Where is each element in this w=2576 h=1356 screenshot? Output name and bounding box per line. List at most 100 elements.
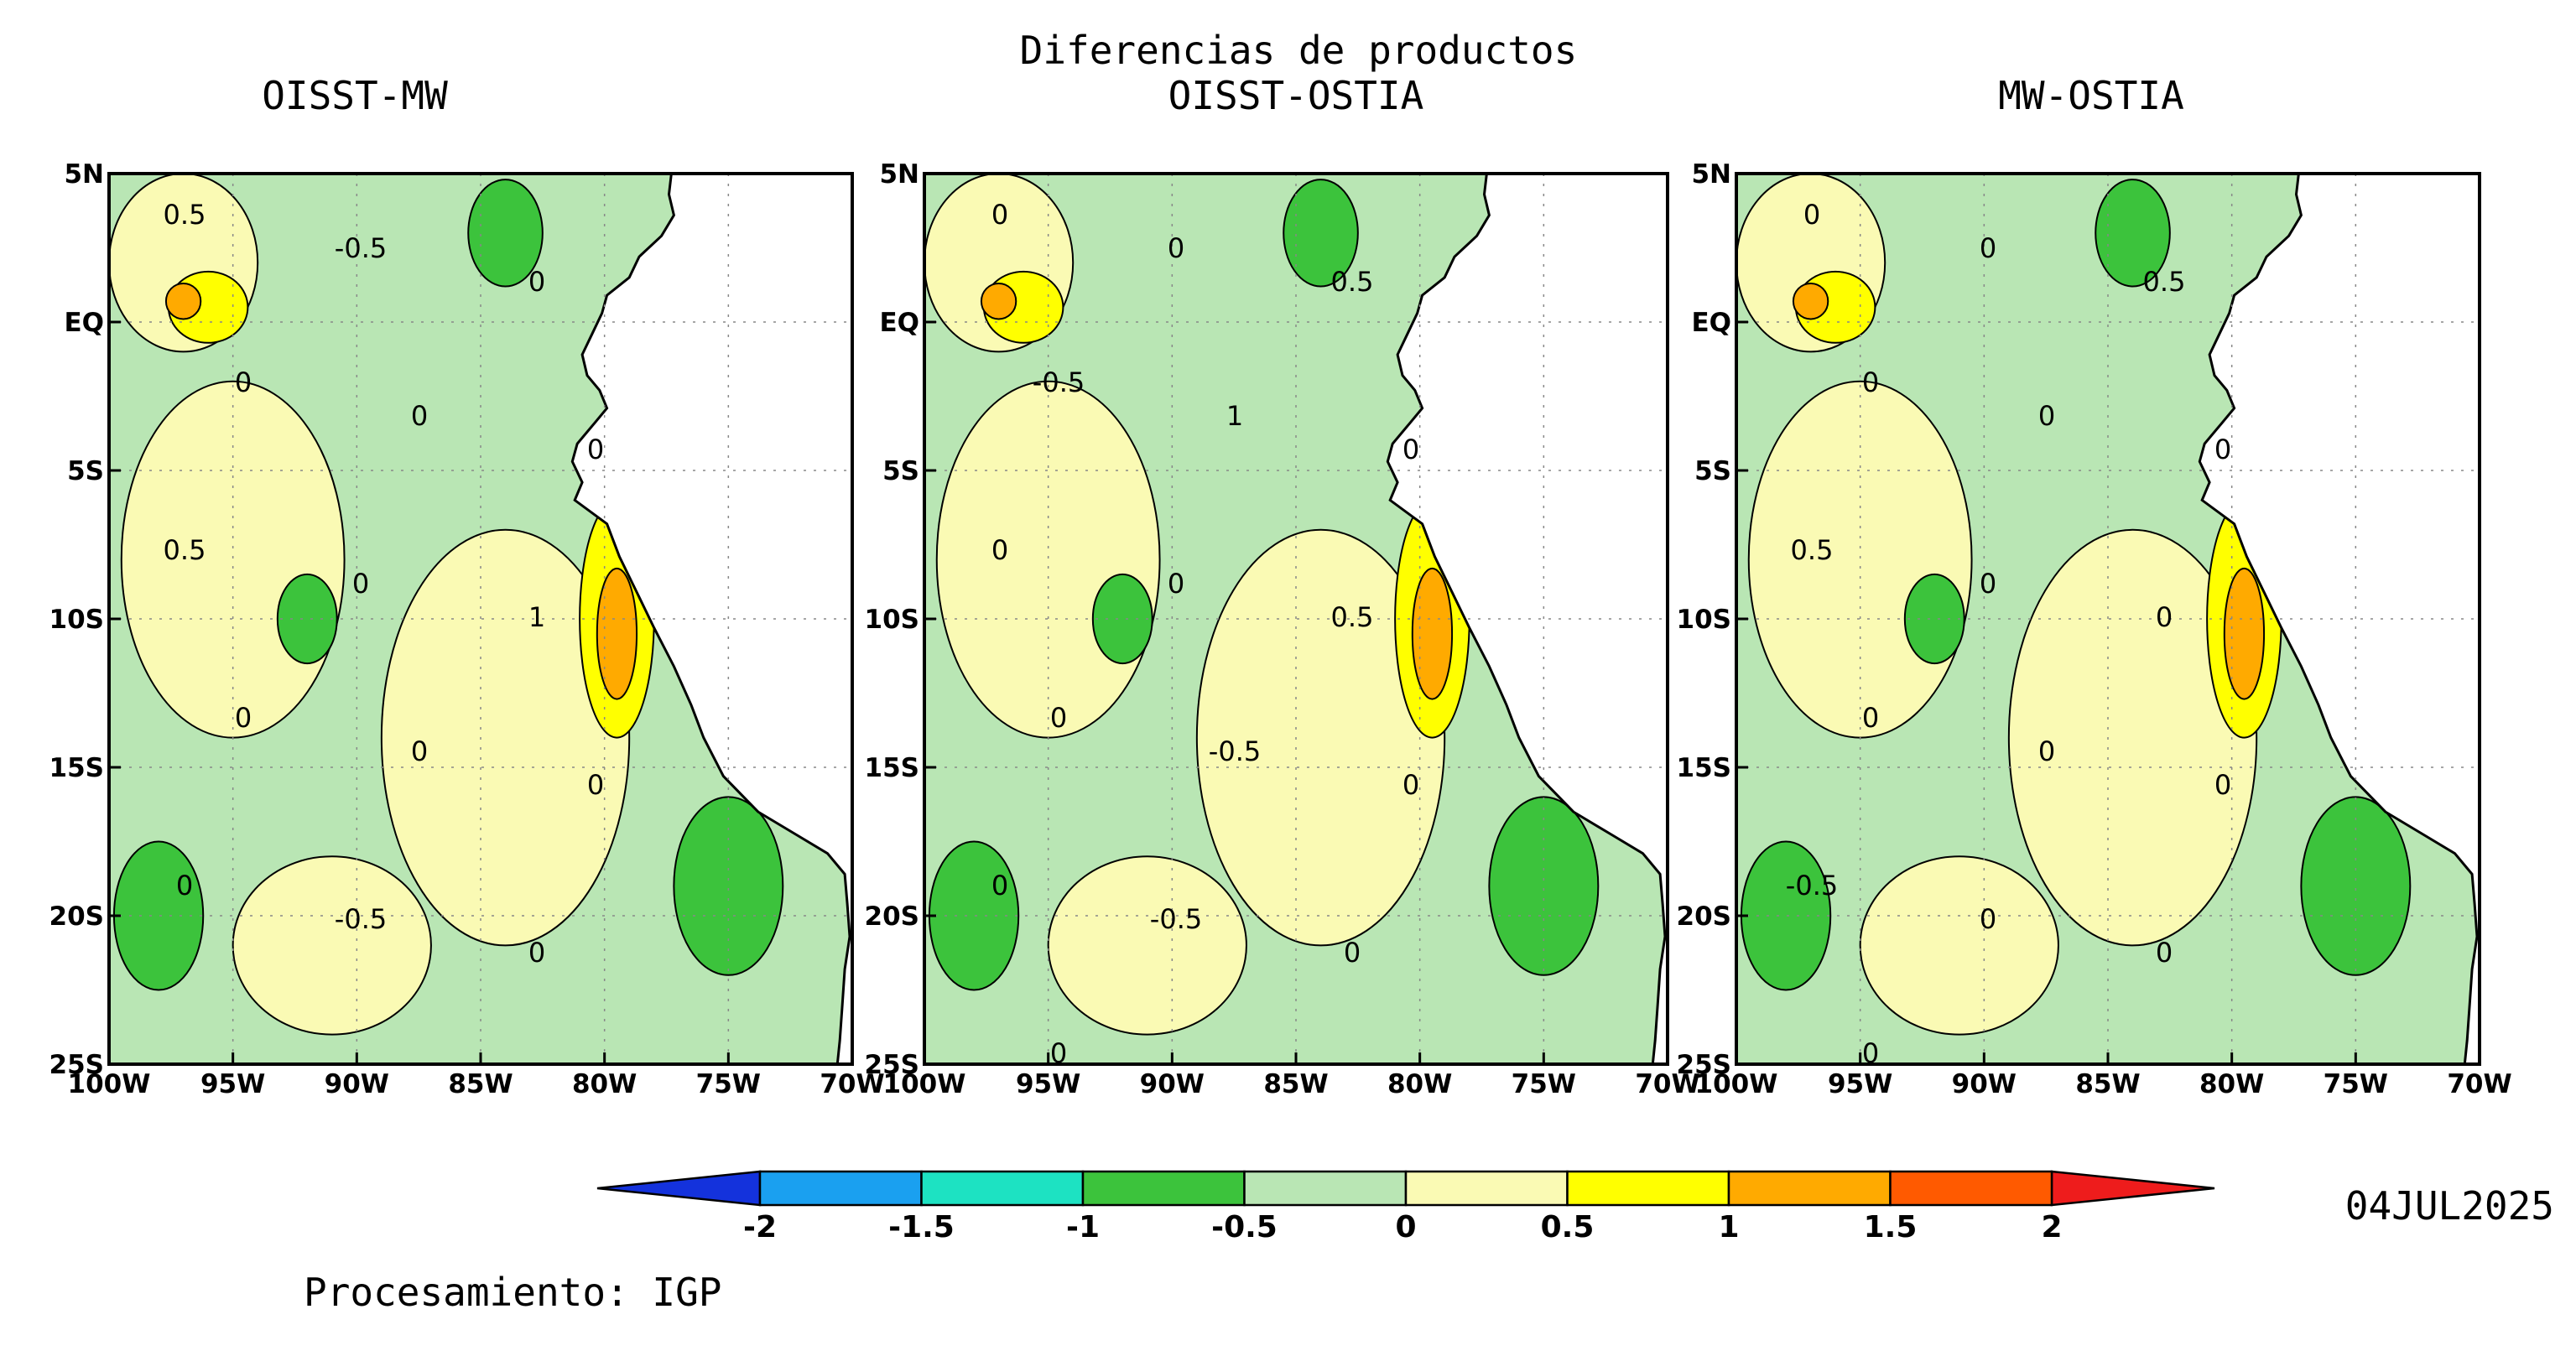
contour-label: 0.5 [1331, 266, 1374, 298]
colorbar-label: 1 [1718, 1210, 1739, 1244]
colorbar: -2 -1.5 -1 -0.5 0 0.5 1 1.5 2 [596, 1170, 2215, 1244]
longitude-tick-label: 100W [68, 1069, 151, 1099]
longitude-tick-label: 70W [1635, 1069, 1699, 1099]
longitude-tick-label: 75W [1512, 1069, 1576, 1099]
longitude-tick-label: 70W [2447, 1069, 2511, 1099]
longitude-tick-label: 80W [1387, 1069, 1452, 1099]
latitude-tick-label: 5N [64, 159, 104, 190]
land-mask [1386, 174, 1668, 1064]
contour-label: 0 [1980, 232, 1996, 264]
latitude-tick-label: 15S [865, 753, 919, 783]
longitude-tick-label: 75W [2324, 1069, 2388, 1099]
colorbar-label: 0.5 [1541, 1210, 1595, 1244]
contour-label: 0 [1050, 1037, 1067, 1069]
contour-label: 0 [2156, 601, 2173, 633]
latitude-tick-label: 15S [1677, 753, 1731, 783]
contour-label: 1 [528, 601, 545, 633]
contour-label: 0 [176, 870, 193, 901]
latitude-tick-label: 10S [865, 605, 919, 635]
contour-label: 0 [1980, 568, 1996, 600]
colorbar-swatch [920, 1170, 1085, 1207]
latitude-tick-label: 20S [865, 901, 919, 932]
latitude-tick-label: EQ [64, 308, 104, 338]
latitude-tick-label: 5S [1694, 456, 1731, 486]
contour-label: 0 [411, 400, 428, 432]
contour-label: 0 [2214, 769, 2231, 801]
contour-label: 0.5 [1791, 534, 1834, 566]
colorbar-low-arrow [596, 1170, 762, 1207]
contour-label: 0 [528, 937, 545, 969]
contour-label: 0 [1344, 937, 1361, 969]
colorbar-swatch [1566, 1170, 1730, 1207]
contour-label: 0 [1050, 702, 1067, 734]
latitude-tick-label: 10S [49, 605, 104, 635]
sst-difference-region [1792, 282, 1829, 320]
latitude-tick-label: 25S [1677, 1050, 1731, 1080]
contour-label: 0.5 [164, 199, 206, 231]
contour-label: -0.5 [1033, 366, 1085, 398]
sst-difference-region [276, 573, 338, 665]
sst-difference-region [164, 282, 202, 320]
sst-difference-region [1195, 528, 1446, 947]
latitude-tick-label: EQ [879, 308, 919, 338]
contour-label: 0 [991, 199, 1008, 231]
sst-difference-region [673, 796, 784, 976]
contour-label: 0 [235, 366, 252, 398]
colorbar-swatch [1727, 1170, 1892, 1207]
contour-label: -0.5 [1209, 735, 1261, 767]
main-title: Diferencias de productos [1020, 28, 1578, 73]
longitude-tick-label: 100W [1695, 1069, 1778, 1099]
longitude-tick-label: 75W [696, 1069, 761, 1099]
latitude-tick-label: 25S [865, 1050, 919, 1080]
latitude-tick-label: EQ [1691, 308, 1731, 338]
contour-label: 0 [2038, 400, 2055, 432]
contour-label: 0 [1803, 199, 1820, 231]
contour-label: 0 [1862, 1037, 1879, 1069]
colorbar-swatch [1404, 1170, 1569, 1207]
longitude-tick-label: 85W [1263, 1069, 1328, 1099]
contour-label: 0 [1980, 903, 1996, 935]
contour-label: -0.5 [1150, 903, 1202, 935]
longitude-tick-label: 90W [1952, 1069, 2017, 1099]
sst-difference-region [467, 179, 544, 288]
contour-label: -0.5 [335, 903, 387, 935]
contour-label: 0.5 [164, 534, 206, 566]
contour-label: 0 [235, 702, 252, 734]
map-panels: 0.5 -0.5 0 0 0 0 0.5 0 1 0 0 0 0 -0.5 0 OISST-MW 5N EQ 5S 1… [49, 73, 2512, 1099]
latitude-tick-label: 5S [882, 456, 919, 486]
latitude-tick-label: 10S [1677, 605, 1731, 635]
panel-title: MW-OSTIA [1998, 73, 2184, 118]
sst-difference-region [2223, 567, 2266, 700]
longitude-tick-label: 80W [572, 1069, 637, 1099]
contour-label: 0 [991, 870, 1008, 901]
sst-difference-region [380, 528, 631, 947]
latitude-tick-label: 5S [67, 456, 104, 486]
map-panel: 0 0 0.5 -0.5 1 0 0 0 0.5 0 -0.5 0 0 -0.5 0 0 OISST-OSTIA… [865, 73, 1700, 1099]
contour-label: 0 [1862, 702, 1879, 734]
sst-difference-region [1488, 796, 1600, 976]
contour-label: 0.5 [2143, 266, 2186, 298]
colorbar-label: -0.5 [1211, 1210, 1278, 1244]
longitude-tick-label: 95W [1016, 1069, 1080, 1099]
colorbar-label: -1.5 [888, 1210, 955, 1244]
longitude-tick-label: 90W [1140, 1069, 1205, 1099]
contour-label: 0 [2038, 735, 2055, 767]
longitude-tick-label: 100W [883, 1069, 966, 1099]
contour-label: 0 [2214, 434, 2231, 465]
sst-difference-region [1283, 179, 1359, 288]
map-panel: 0.5 -0.5 0 0 0 0 0.5 0 1 0 0 0 0 -0.5 0 OISST-MW 5N EQ 5S 1… [49, 73, 885, 1099]
longitude-tick-label: 95W [200, 1069, 265, 1099]
longitude-tick-label: 90W [325, 1069, 389, 1099]
land-mask [2198, 174, 2480, 1064]
panel-title: OISST-OSTIA [1168, 73, 1424, 118]
latitude-tick-label: 5N [879, 159, 919, 190]
longitude-tick-label: 85W [448, 1069, 513, 1099]
colorbar-high-arrow [2050, 1170, 2215, 1207]
colorbar-swatch [1243, 1170, 1408, 1207]
colorbar-swatch [758, 1170, 923, 1207]
processing-footer: Procesamiento: IGP [304, 1270, 722, 1315]
contour-label: 0 [1402, 769, 1419, 801]
contour-label: 0 [587, 769, 604, 801]
longitude-tick-label: 80W [2199, 1069, 2264, 1099]
